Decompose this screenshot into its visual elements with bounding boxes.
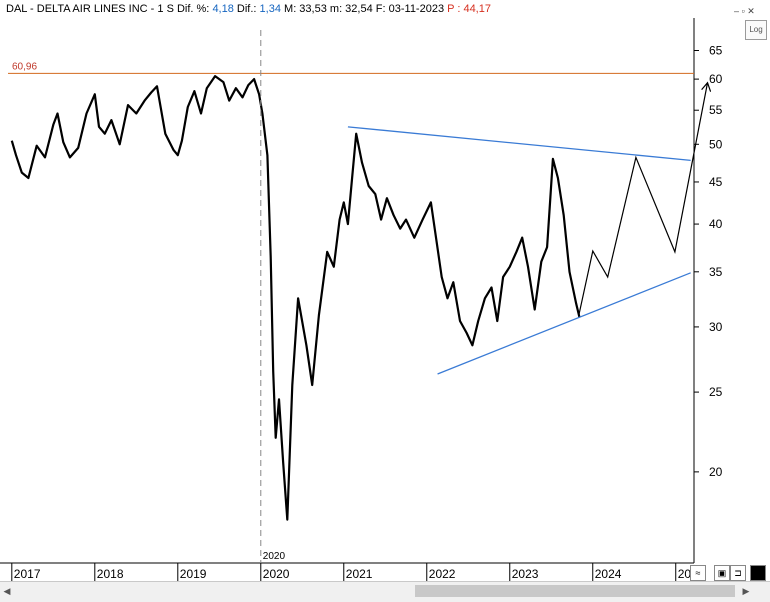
x-tick-label: 2021 (346, 567, 373, 581)
scroll-left-icon[interactable]: ◀ (3, 586, 11, 596)
scrollbar-thumb[interactable] (415, 585, 735, 597)
dif-pct-label: Dif. %: (176, 3, 210, 15)
x-tick-label: 2022 (429, 567, 456, 581)
y-tick-label: 45 (709, 175, 723, 189)
price-line (10, 74, 581, 521)
y-tick-label: 60 (709, 72, 723, 86)
dif-label: Dif.: (236, 3, 257, 15)
dif-pct-value: 4,18 (212, 3, 234, 15)
x-tick-label: 2018 (97, 567, 124, 581)
trendline-lower (437, 272, 691, 375)
chart-frame (0, 18, 695, 564)
annotation-group: 60,96 2020 (8, 30, 707, 563)
y-tick-label: 25 (709, 385, 723, 399)
window-buttons[interactable]: – ▫ ✕ (734, 6, 755, 16)
year-marker-label: 2020 (263, 551, 286, 562)
date-label: F: 03-11-2023 (375, 3, 445, 15)
projection-path (578, 84, 708, 317)
y-tick-label: 65 (709, 43, 723, 57)
save-icon[interactable]: ▣ (714, 565, 730, 581)
chart-header: DAL - DELTA AIR LINES INC - 1 S Dif. %: … (6, 3, 491, 15)
y-tick-label: 40 (709, 217, 723, 231)
min-label: m: 32,54 (329, 3, 373, 15)
x-tick-label: 2024 (595, 567, 622, 581)
y-axis: 20 25 30 35 40 45 50 55 60 65 (694, 43, 723, 479)
max-label: M: 33,53 (284, 3, 327, 15)
color-swatch-icon[interactable] (750, 565, 766, 581)
x-tick-label: 2017 (14, 567, 41, 581)
trend-tool-icon[interactable]: ≈ (690, 565, 706, 581)
price-label: P : 44,17 (447, 3, 491, 15)
price-series-group (10, 74, 581, 521)
x-axis: 2017 2018 2019 2020 2021 2022 2023 2024 202 (11, 563, 698, 581)
dif-value: 1,34 (259, 3, 281, 15)
x-tick-label: 2023 (512, 567, 539, 581)
x-tick-label: 2019 (180, 567, 207, 581)
price-chart: 60,96 2020 20 25 30 35 40 45 50 55 60 65 2017 2018 2… (0, 18, 723, 581)
y-tick-label: 35 (709, 265, 723, 279)
scroll-right-icon[interactable]: ▶ (742, 586, 750, 596)
resistance-label: 60,96 (12, 61, 37, 72)
log-scale-button[interactable]: Log (745, 20, 767, 40)
y-tick-label: 20 (709, 465, 723, 479)
pin-icon[interactable]: ⊐ (730, 565, 746, 581)
trendline-upper (347, 126, 691, 162)
y-tick-label: 50 (709, 137, 723, 151)
y-tick-label: 55 (709, 103, 723, 117)
x-tick-label: 2020 (263, 567, 290, 581)
ticker-label: DAL - DELTA AIR LINES INC - 1 S (6, 3, 174, 15)
y-tick-label: 30 (709, 320, 723, 334)
